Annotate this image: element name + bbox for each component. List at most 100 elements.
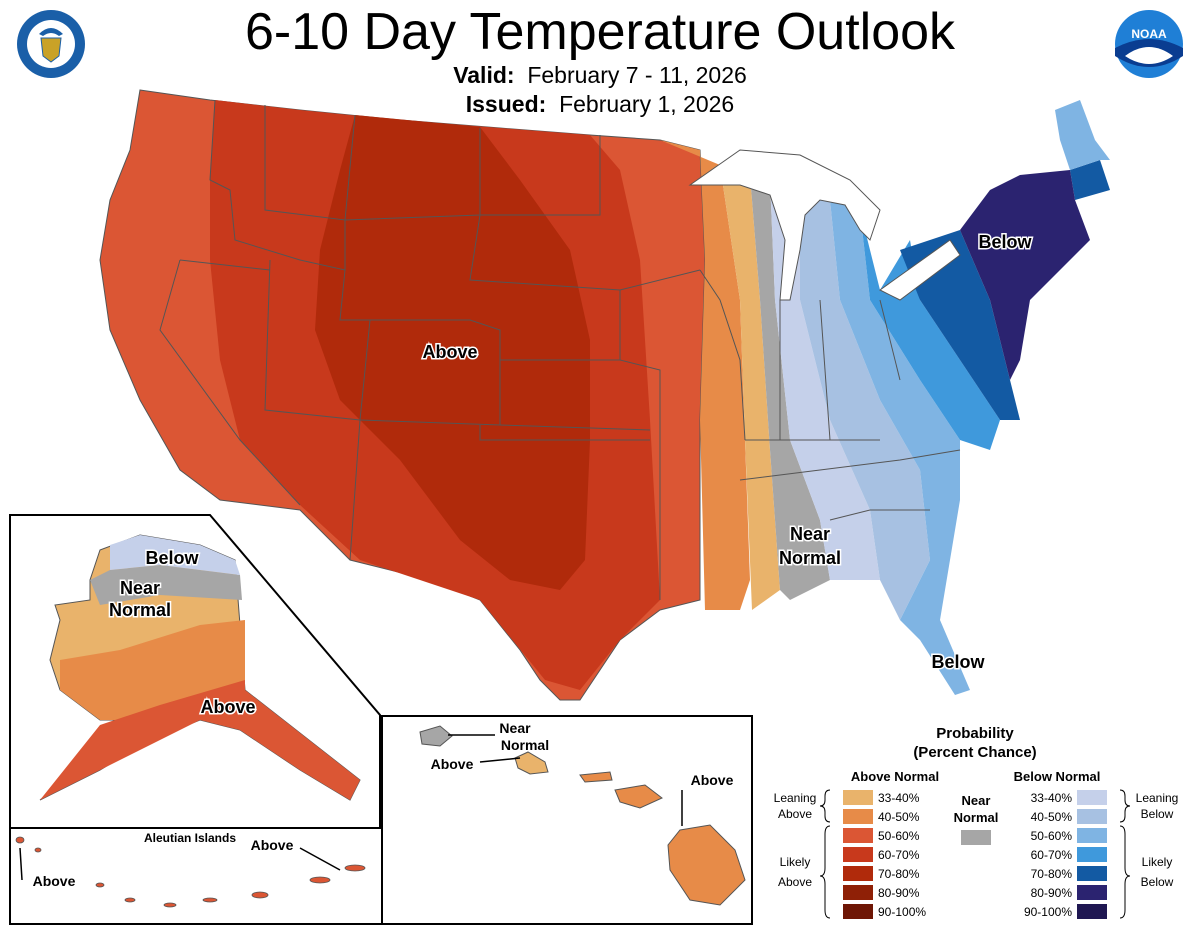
big-island	[667, 824, 746, 906]
above-range-label-6: 90-100%	[878, 905, 926, 919]
state-borders	[159, 99, 961, 600]
page-title: 6-10 Day Temperature Outlook	[244, 3, 956, 61]
below-swatch-4	[1077, 866, 1107, 881]
ak-normal-label: Normal	[109, 600, 171, 620]
legend: Probability (Percent Chance) Above Norma…	[774, 725, 1179, 919]
below-swatch-1	[1077, 809, 1107, 824]
issued-value: February 1, 2026	[559, 91, 735, 117]
region-near-normal	[750, 175, 830, 600]
below-swatch-6	[1077, 904, 1107, 919]
region-above-33-40	[720, 165, 780, 610]
below-range-label-0: 33-40%	[1031, 791, 1073, 805]
region-below-80-90	[960, 170, 1090, 380]
legend-normal-label: Normal	[954, 810, 999, 825]
legend-likely-above-1: Likely	[780, 855, 811, 869]
legend-leaning-above-1: Leaning	[774, 791, 817, 805]
hi-above-left: Above	[431, 756, 474, 772]
legend-likely-below-2: Below	[1141, 875, 1174, 889]
noaa-logo-icon: NOAA	[1115, 10, 1183, 78]
above-swatch-1	[843, 809, 873, 824]
commerce-seal-icon	[17, 10, 85, 78]
legend-subtitle: (Percent Chance)	[913, 744, 1036, 761]
legend-leaning-below-2: Below	[1141, 807, 1174, 821]
legend-braces	[819, 789, 1131, 919]
above-range-label-2: 50-60%	[878, 829, 920, 843]
alaska-below-33-40	[110, 535, 240, 575]
legend-near-swatch	[961, 830, 991, 845]
below-range-label-1: 40-50%	[1031, 810, 1073, 824]
aleutian-above-left: Above	[33, 873, 76, 889]
below-swatch-0	[1077, 790, 1107, 805]
conus-normal-label: Normal	[779, 548, 841, 568]
region-below-60-70	[860, 210, 1000, 450]
legend-likely-above-2: Above	[778, 875, 812, 889]
hi-normal-label: Normal	[501, 737, 549, 753]
alaska-inset	[9, 514, 383, 925]
legend-title: Probability	[936, 725, 1014, 742]
aleutian-title: Aleutian Islands	[144, 831, 236, 845]
above-range-label-5: 80-90%	[878, 886, 920, 900]
valid-value: February 7 - 11, 2026	[527, 62, 747, 88]
label-leader-lines	[19, 734, 683, 881]
legend-leaning-above-2: Above	[778, 807, 812, 821]
above-swatch-0	[843, 790, 873, 805]
legend-below-rows: 33-40% 40-50% 50-60% 60-70% 70-80% 80-90% 90-1…	[1024, 790, 1107, 919]
conus-above-label: Above	[422, 342, 477, 362]
below-range-label-2: 50-60%	[1031, 829, 1073, 843]
aleutian-above-right: Above	[251, 837, 294, 853]
hi-near-label: Near	[499, 720, 531, 736]
issued-label: Issued:	[465, 91, 547, 117]
hawaii-inset	[381, 715, 753, 925]
maui-molokai	[579, 771, 663, 809]
noaa-logo-text: NOAA	[1131, 27, 1167, 41]
valid-label: Valid:	[453, 62, 515, 88]
legend-likely-below-1: Likely	[1142, 855, 1173, 869]
conus-below-ne-label: Below	[978, 232, 1032, 252]
issued-line: Issued: February 1, 2026	[0, 91, 1200, 118]
above-swatch-5	[843, 885, 873, 900]
above-range-label-3: 60-70%	[878, 848, 920, 862]
oahu	[514, 751, 549, 775]
legend-near-label: Near	[962, 793, 991, 808]
region-above-70-80	[315, 115, 590, 590]
region-above-40-50	[660, 140, 750, 610]
region-below-40-50	[800, 190, 930, 620]
region-below-33-40	[770, 180, 880, 580]
map-region-labels: Above Near Normal Below Below Below Near…	[107, 231, 1034, 719]
above-range-label-0: 33-40%	[878, 791, 920, 805]
below-swatch-5	[1077, 885, 1107, 900]
inset-labels: Aleutian Islands Above Above Near Normal…	[33, 720, 734, 889]
legend-above-header: Above Normal	[851, 769, 939, 784]
legend-above-rows: 33-40% 40-50% 50-60% 60-70% 70-80% 80-90% 90-1…	[843, 790, 926, 919]
conus-map	[99, 89, 1110, 701]
above-swatch-3	[843, 847, 873, 862]
region-below-50-60-maine	[1055, 100, 1110, 170]
below-range-label-3: 60-70%	[1031, 848, 1073, 862]
above-range-label-1: 40-50%	[878, 810, 920, 824]
conus-below-fl-label: Below	[931, 652, 985, 672]
valid-line: Valid: February 7 - 11, 2026	[0, 62, 1200, 89]
below-range-label-6: 90-100%	[1024, 905, 1072, 919]
below-swatch-3	[1077, 847, 1107, 862]
above-swatch-2	[843, 828, 873, 843]
hi-above-right: Above	[691, 772, 734, 788]
legend-below-header: Below Normal	[1014, 769, 1101, 784]
niihau-kauai	[419, 725, 453, 747]
below-swatch-2	[1077, 828, 1107, 843]
above-swatch-4	[843, 866, 873, 881]
ak-near-label: Near	[120, 578, 160, 598]
ak-above-label: Above	[200, 697, 255, 717]
below-range-label-5: 80-90%	[1031, 886, 1073, 900]
alaska-near-normal	[90, 565, 242, 605]
below-range-label-4: 70-80%	[1031, 867, 1073, 881]
conus-near-label: Near	[790, 524, 830, 544]
region-below-70-80	[900, 160, 1110, 420]
aleutian-islands	[15, 836, 366, 908]
above-swatch-6	[843, 904, 873, 919]
above-range-label-4: 70-80%	[878, 867, 920, 881]
legend-leaning-below-1: Leaning	[1136, 791, 1179, 805]
region-below-50-60	[830, 200, 970, 695]
ak-below-label: Below	[145, 548, 199, 568]
alaska-above-50-60	[40, 680, 360, 800]
